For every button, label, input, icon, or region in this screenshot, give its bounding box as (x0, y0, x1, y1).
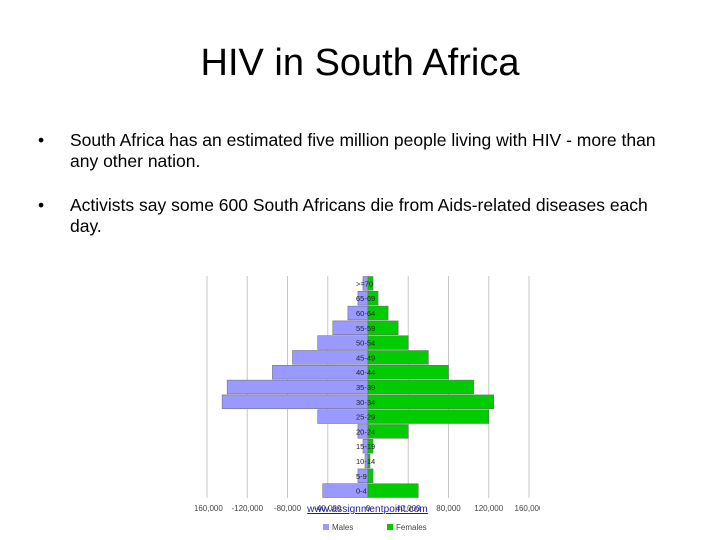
females-bar (367, 305, 389, 321)
bullet-list: • South Africa has an estimated five mil… (38, 130, 678, 260)
females-bar (367, 379, 474, 395)
females-bar (367, 439, 374, 454)
males-bar (221, 394, 369, 409)
x-tick-label: -120,000 (231, 504, 263, 513)
legend-swatch (387, 524, 393, 530)
age-group-label: 60-64 (356, 309, 375, 318)
age-group-label: 50-54 (356, 339, 375, 348)
bullet-text: South Africa has an estimated five milli… (70, 130, 656, 171)
females-bar (367, 276, 374, 291)
x-tick-label: 120,000 (474, 504, 503, 513)
age-group-label: 20-24 (356, 427, 375, 436)
x-tick-label: 160,000 (515, 504, 540, 513)
age-group-label: >=70 (356, 279, 373, 288)
age-group-label: 25-29 (356, 413, 375, 422)
bullet-item: • South Africa has an estimated five mil… (38, 130, 678, 172)
females-bar (367, 483, 419, 498)
x-tick-label: -80,000 (274, 504, 302, 513)
legend-label: Males (332, 523, 353, 532)
bullet-marker: • (38, 195, 45, 215)
age-group-label: 65-69 (356, 294, 375, 303)
age-group-label: 10-14 (356, 457, 375, 466)
age-group-label: 30-34 (356, 398, 375, 407)
females-bar (367, 394, 495, 409)
x-tick-label: -40,000 (314, 504, 342, 513)
age-group-label: 15-19 (356, 442, 375, 451)
females-bar (367, 424, 409, 439)
females-bar (367, 350, 429, 365)
males-bar (272, 365, 369, 380)
x-tick-label: -160,000 (195, 504, 223, 513)
bullet-item: • Activists say some 600 South Africans … (38, 195, 678, 237)
x-tick-label: 80,000 (436, 504, 461, 513)
females-bar (367, 320, 399, 335)
age-group-label: 5-9 (356, 472, 367, 481)
females-bar (367, 291, 379, 306)
x-tick-label: 0 (366, 504, 371, 513)
age-group-label: 40-44 (356, 368, 375, 377)
watermark-link[interactable]: www.assignmentpoint.com (307, 504, 428, 515)
legend-swatch (323, 524, 329, 530)
x-tick-label: 40,000 (396, 504, 421, 513)
bullet-text: Activists say some 600 South Africans di… (70, 195, 648, 236)
chart-svg: -160,000 -120,000 -80,000 -40,000 0 40,000 80,… (195, 276, 540, 532)
age-group-label: 55-59 (356, 324, 375, 333)
males-bar (226, 379, 369, 395)
age-group-label: 0-4 (356, 487, 367, 496)
age-group-label: 45-49 (356, 353, 375, 362)
females-bar (367, 453, 371, 469)
females-bar (367, 335, 409, 350)
females-bar (367, 365, 449, 380)
legend-label: Females (396, 523, 427, 532)
slide-title: HIV in South Africa (200, 42, 520, 84)
population-pyramid-chart: -160,000 -120,000 -80,000 -40,000 0 40,000 80,… (195, 272, 540, 540)
females-bar (367, 468, 374, 483)
bullet-marker: • (38, 130, 45, 150)
age-group-label: 35-39 (356, 383, 375, 392)
females-bar (367, 409, 489, 424)
